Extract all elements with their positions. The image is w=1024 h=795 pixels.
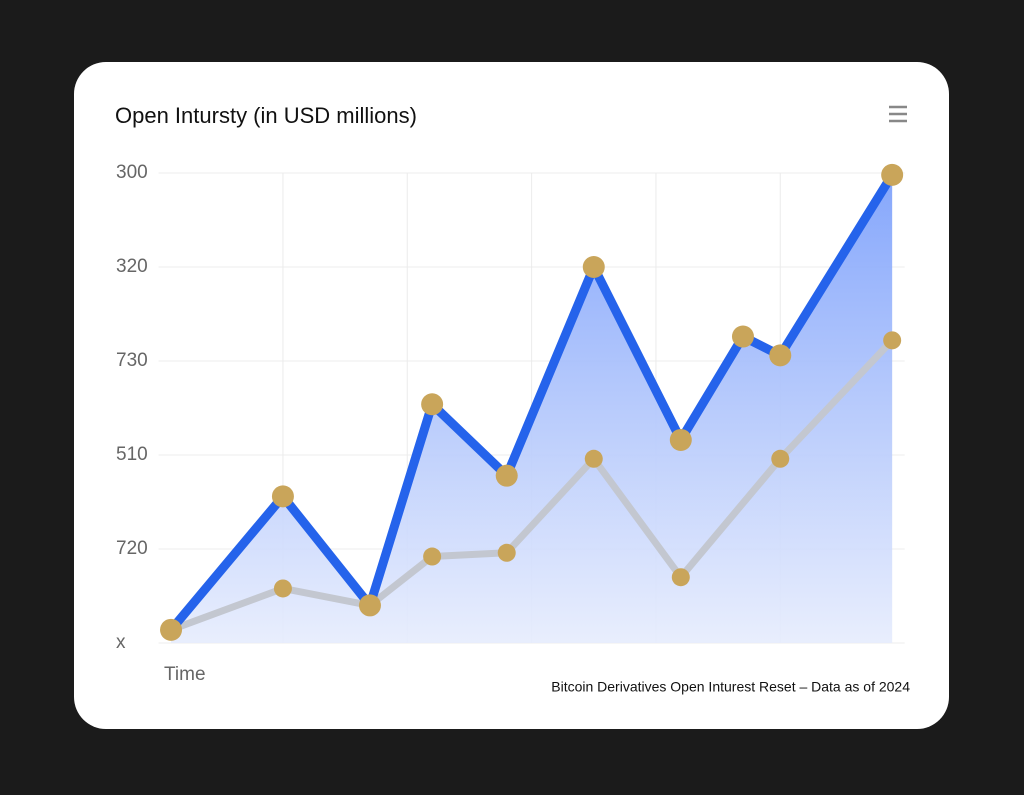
- marker: [881, 163, 904, 186]
- marker: [584, 449, 603, 468]
- marker: [669, 428, 692, 451]
- marker: [731, 325, 754, 348]
- marker: [495, 464, 518, 487]
- marker: [273, 579, 292, 598]
- area: [171, 174, 893, 643]
- marker: [883, 331, 902, 350]
- marker: [582, 256, 605, 278]
- marker: [271, 485, 294, 508]
- marker: [358, 594, 381, 617]
- y-tick-label: 730: [116, 350, 148, 371]
- y-tick-label: 510: [116, 444, 148, 465]
- marker: [769, 344, 792, 367]
- footnote: Bitcoin Derivatives Open Inturest Reset …: [551, 679, 910, 695]
- x-axis-label: Time: [164, 664, 206, 685]
- marker: [771, 449, 790, 468]
- marker: [497, 543, 516, 562]
- y-tick-label: 300: [116, 162, 148, 183]
- y-tick-label: x: [116, 632, 126, 653]
- y-tick-label: 720: [116, 538, 148, 559]
- marker: [160, 618, 183, 641]
- marker: [421, 393, 444, 416]
- menu-icon[interactable]: [889, 105, 907, 123]
- line: [166, 170, 897, 635]
- marker: [671, 568, 690, 587]
- y-tick-label: 320: [116, 256, 148, 277]
- chart-title: Open Intursty (in USD millions): [115, 103, 417, 128]
- marker: [423, 547, 442, 566]
